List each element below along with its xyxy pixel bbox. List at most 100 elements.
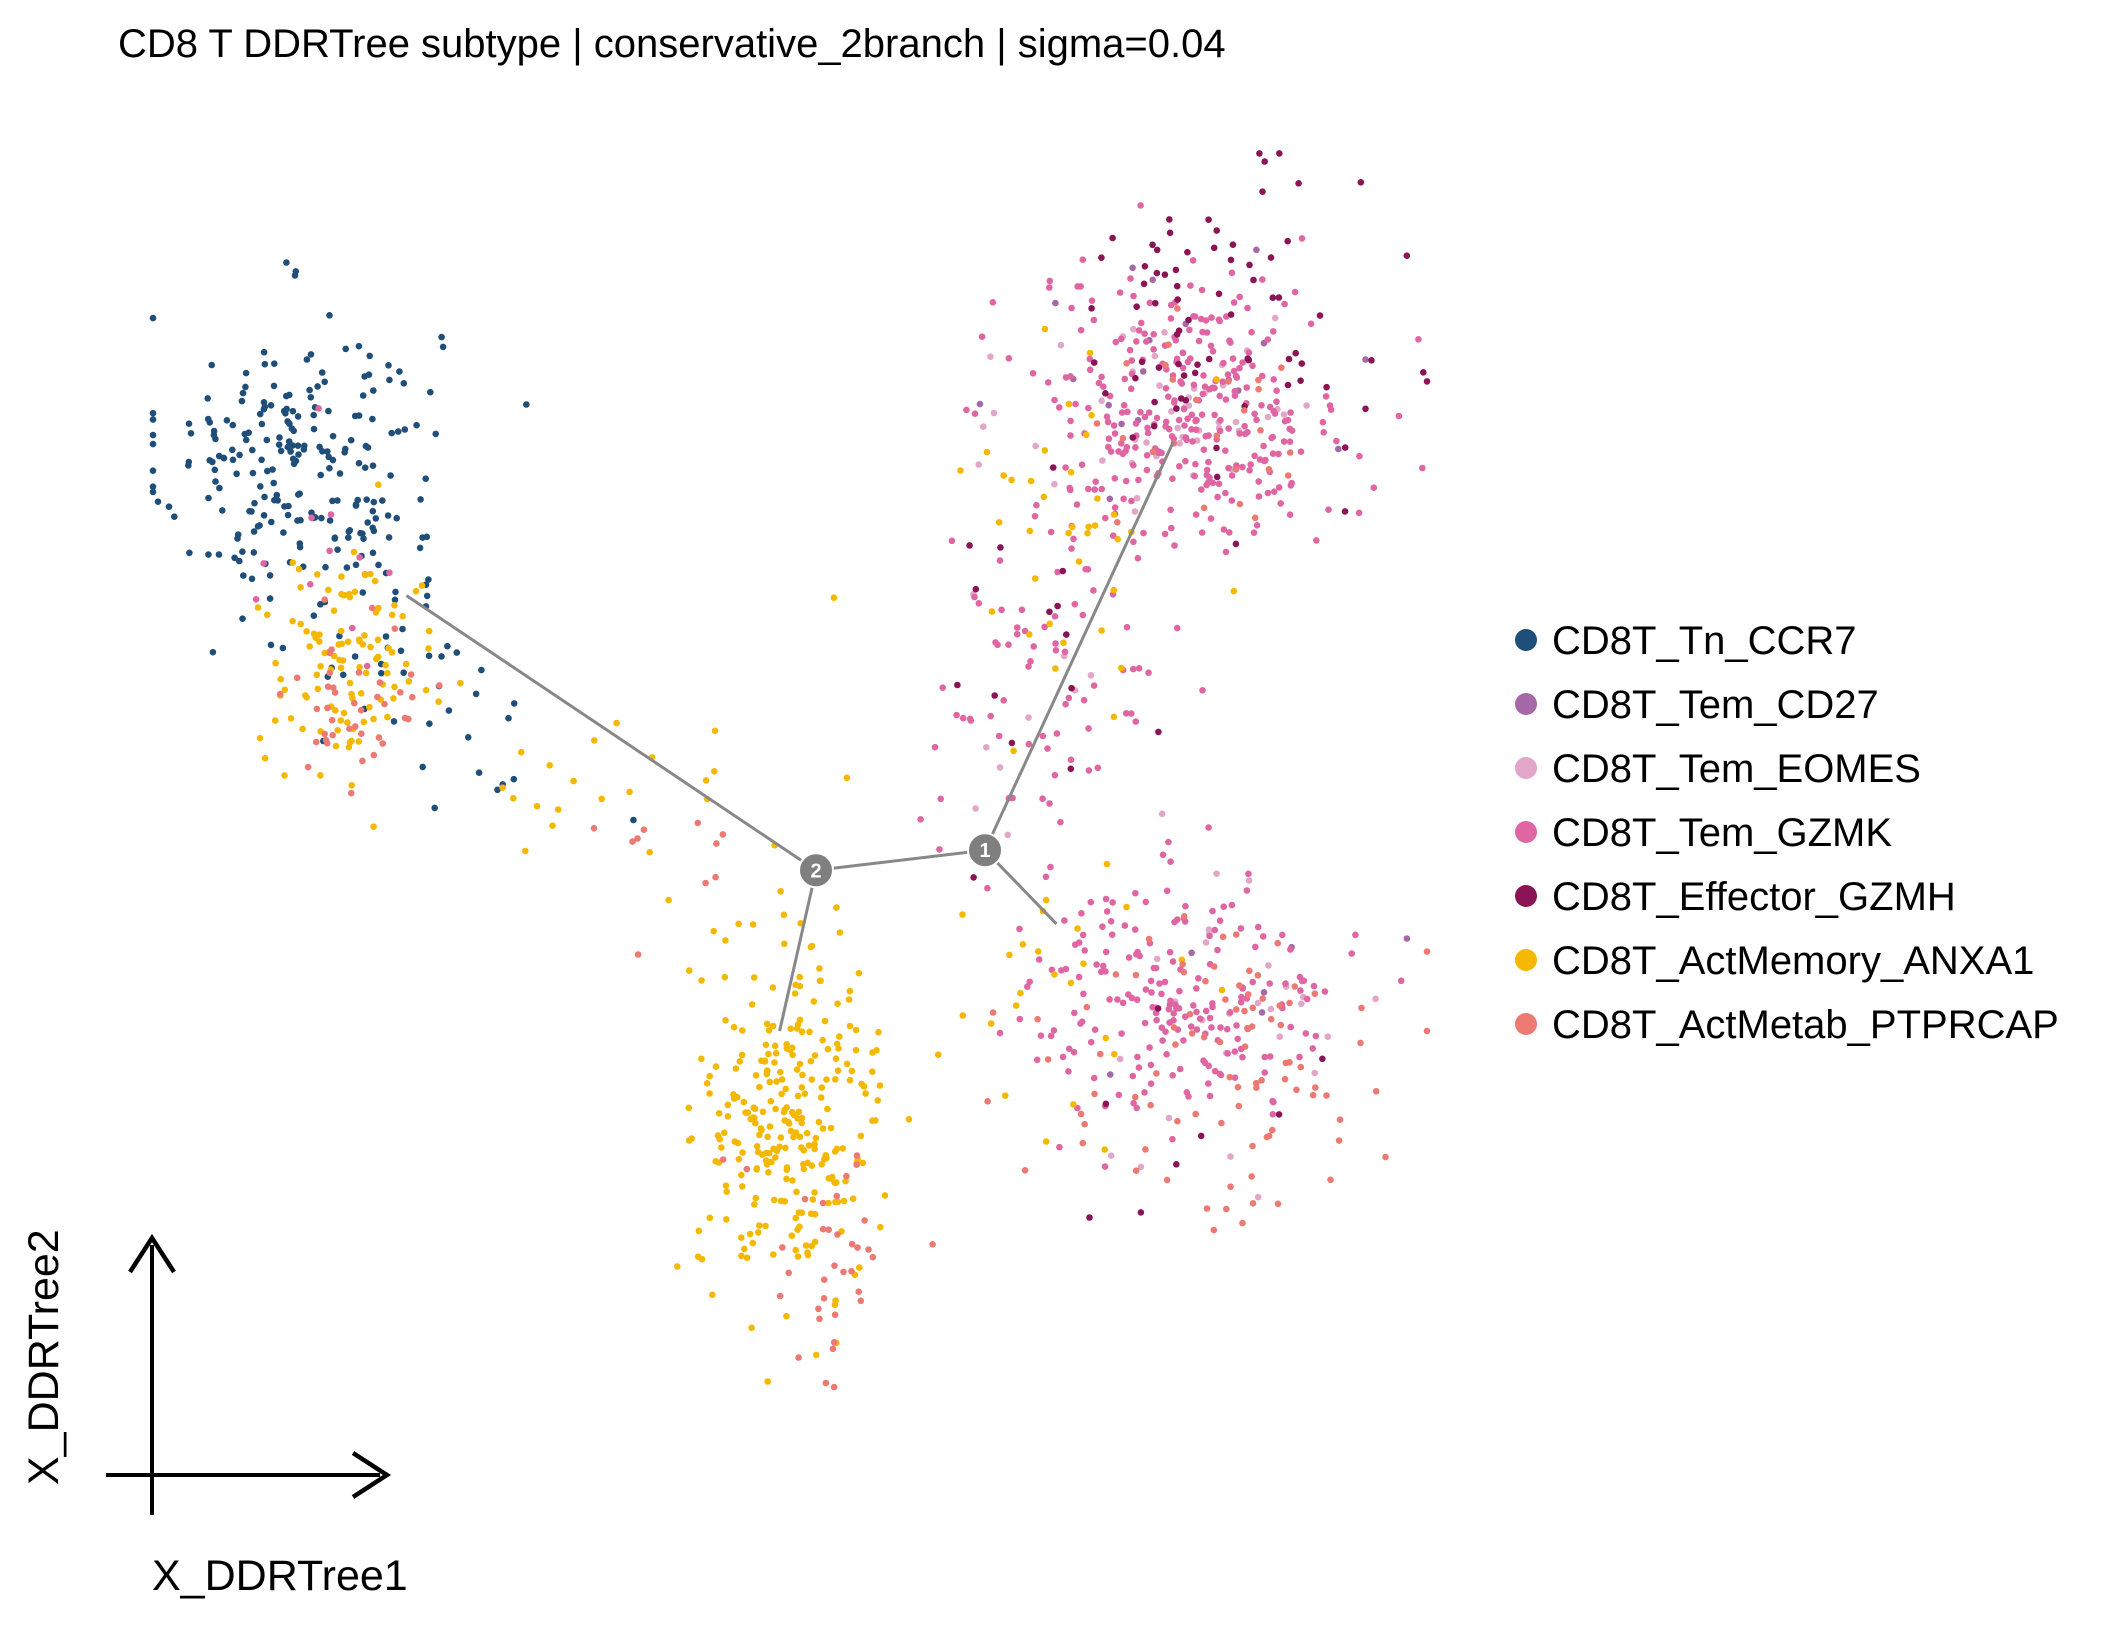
data-point — [1121, 922, 1129, 929]
data-point — [1074, 925, 1081, 932]
data-point — [1198, 286, 1206, 294]
data-point — [1302, 1030, 1310, 1037]
data-point — [267, 402, 275, 409]
data-point — [1255, 376, 1262, 384]
data-point — [360, 718, 368, 726]
data-point — [356, 663, 363, 671]
data-point — [821, 1017, 829, 1025]
data-point — [1026, 978, 1033, 986]
data-point — [216, 484, 223, 492]
data-point — [279, 644, 287, 652]
data-point — [937, 795, 944, 803]
data-point — [1297, 448, 1305, 456]
data-point — [1107, 918, 1115, 925]
data-point — [1190, 1002, 1197, 1009]
data-point — [303, 356, 311, 363]
data-point — [185, 458, 193, 466]
data-point — [1327, 406, 1335, 414]
data-point — [1024, 983, 1031, 990]
data-point — [1194, 361, 1201, 369]
data-point — [306, 643, 314, 650]
data-point — [782, 1085, 789, 1093]
data-point — [1148, 989, 1155, 996]
data-point — [331, 534, 339, 541]
data-point — [1151, 398, 1158, 406]
data-point — [1403, 935, 1411, 942]
data-point — [1085, 523, 1092, 531]
tree-edge — [405, 594, 817, 872]
data-point — [318, 514, 325, 522]
data-point — [819, 1036, 826, 1044]
data-point — [1254, 972, 1262, 979]
data-point — [1067, 469, 1075, 476]
data-point — [187, 430, 195, 437]
data-point — [355, 669, 363, 676]
data-point — [839, 1145, 847, 1152]
data-point — [1122, 710, 1130, 717]
data-point — [1202, 432, 1209, 440]
data-point — [1026, 631, 1033, 638]
data-point — [1220, 359, 1227, 367]
data-point — [1185, 316, 1192, 324]
tree-node-1 — [967, 832, 1003, 869]
data-point — [326, 669, 334, 677]
data-point — [772, 1105, 779, 1113]
data-point — [276, 434, 283, 441]
data-point — [1114, 519, 1121, 526]
data-point — [698, 1055, 705, 1063]
data-point — [1090, 1074, 1098, 1082]
data-point — [1061, 648, 1069, 656]
data-point — [1209, 479, 1217, 487]
data-point — [391, 596, 399, 604]
data-point — [972, 585, 980, 593]
data-point — [1223, 1205, 1230, 1213]
data-point — [1159, 1037, 1166, 1044]
data-point — [1232, 418, 1240, 426]
data-point — [339, 671, 347, 679]
data-point — [1086, 1214, 1093, 1221]
data-point — [739, 1183, 746, 1190]
data-point — [1046, 284, 1053, 291]
data-point — [338, 640, 346, 648]
data-point — [807, 1210, 815, 1217]
data-point — [422, 686, 430, 694]
data-point — [1082, 565, 1089, 573]
data-point — [355, 459, 363, 467]
x-axis-arrowhead — [351, 1451, 392, 1499]
data-point — [1311, 1069, 1318, 1077]
data-point — [334, 727, 342, 734]
data-point — [812, 1351, 820, 1359]
data-point — [1100, 383, 1107, 391]
data-point — [294, 413, 302, 420]
data-point — [1118, 440, 1125, 447]
data-point — [1249, 1004, 1257, 1012]
data-point — [546, 762, 553, 769]
data-point — [272, 659, 279, 667]
data-point — [834, 1000, 841, 1007]
data-point — [796, 973, 803, 981]
data-point — [1110, 422, 1118, 429]
data-point — [1237, 925, 1245, 932]
x-axis-label: X_DDRTree1 — [152, 1552, 408, 1600]
data-point — [758, 1057, 765, 1064]
data-point — [1133, 996, 1141, 1003]
data-point — [987, 1020, 995, 1027]
data-point — [1269, 1126, 1276, 1134]
data-point — [807, 943, 815, 951]
tree-edge — [815, 848, 986, 872]
data-point — [706, 1072, 713, 1080]
data-point — [674, 1263, 681, 1270]
data-point — [1120, 495, 1127, 503]
data-point — [248, 508, 255, 515]
data-point — [1259, 995, 1266, 1002]
data-point — [953, 711, 960, 719]
data-point — [363, 496, 371, 504]
data-point — [1382, 1153, 1389, 1161]
data-point — [1031, 512, 1039, 520]
data-point — [795, 1209, 803, 1216]
data-point — [1205, 1080, 1212, 1087]
data-point — [1211, 926, 1219, 934]
data-point — [388, 429, 396, 437]
data-point — [1095, 379, 1103, 387]
data-point — [833, 1192, 841, 1200]
